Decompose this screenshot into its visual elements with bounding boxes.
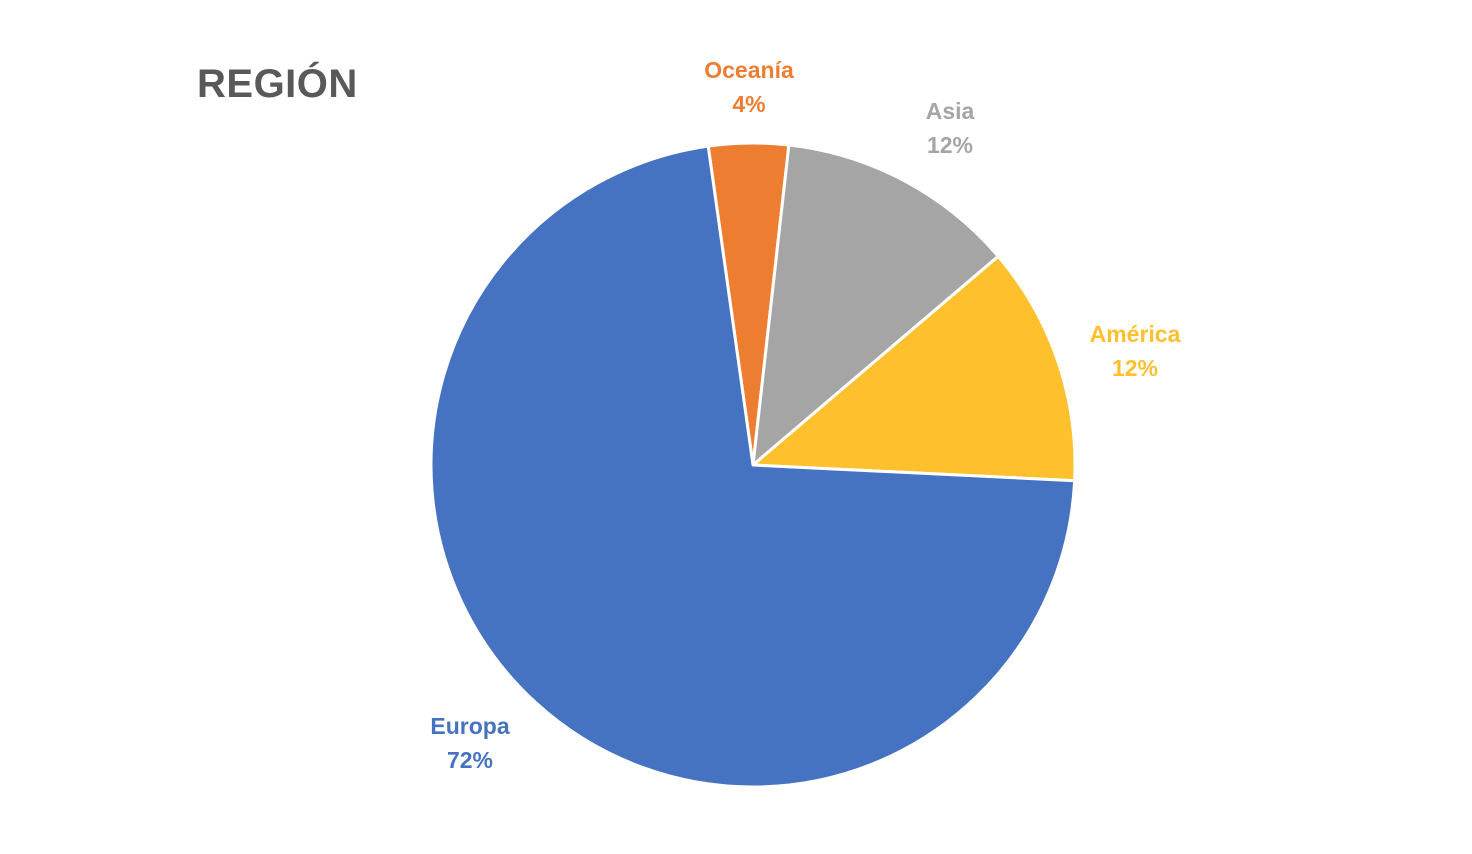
pie-slices xyxy=(429,141,1077,789)
slice-label-oceania: Oceanía xyxy=(704,57,794,83)
pie-slice-europa xyxy=(429,144,1077,789)
slice-value-europa: 72% xyxy=(447,747,493,773)
slice-label-asia: Asia xyxy=(926,98,975,124)
slice-value-asia: 12% xyxy=(927,132,973,158)
pie-labels: Oceanía 4% Asia 12% América 12% Europa 72% xyxy=(430,57,1180,773)
slice-label-america: América xyxy=(1090,321,1181,347)
pie-slice-asia xyxy=(751,143,1000,467)
slice-value-oceania: 4% xyxy=(732,91,765,117)
pie-slice-america xyxy=(751,254,1077,483)
slice-value-america: 12% xyxy=(1112,355,1158,381)
slice-label-europa: Europa xyxy=(430,713,509,739)
chart-title: REGIÓN xyxy=(197,62,358,106)
